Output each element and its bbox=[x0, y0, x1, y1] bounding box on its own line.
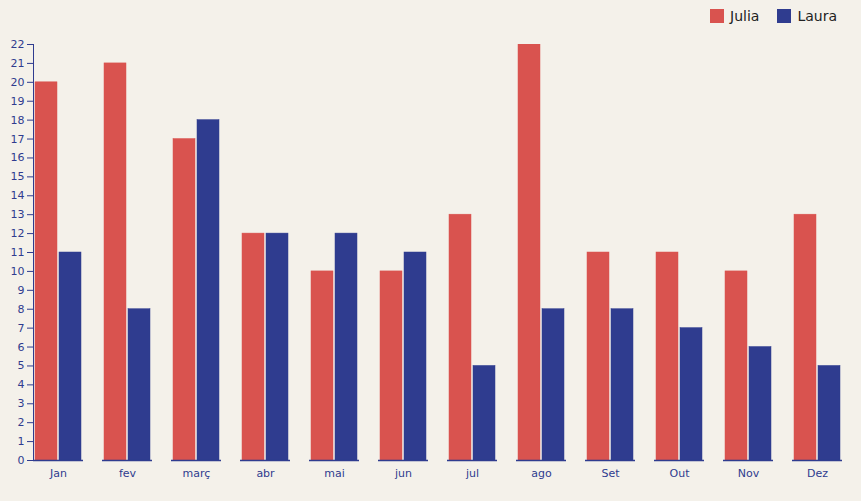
svg-text:1: 1 bbox=[18, 435, 25, 448]
svg-text:8: 8 bbox=[18, 303, 25, 316]
html-text:Laura: Laura bbox=[797, 8, 837, 24]
svg-text:9: 9 bbox=[18, 284, 25, 297]
svg-text:15: 15 bbox=[11, 170, 25, 183]
svg-text:jul: jul bbox=[465, 467, 479, 480]
svg-text:abr: abr bbox=[256, 467, 275, 480]
svg-text:5: 5 bbox=[18, 359, 25, 372]
svg-text:Out: Out bbox=[670, 467, 691, 480]
svg-text:11: 11 bbox=[11, 246, 25, 259]
svg-text:Dez: Dez bbox=[807, 467, 828, 480]
svg-text:7: 7 bbox=[18, 322, 25, 335]
svg-text:14: 14 bbox=[11, 189, 25, 202]
svg-text:19: 19 bbox=[11, 95, 25, 108]
svg-text:13: 13 bbox=[11, 208, 25, 221]
svg-text:3: 3 bbox=[18, 397, 25, 410]
svg-text:fev: fev bbox=[119, 467, 137, 480]
svg-text:jun: jun bbox=[394, 467, 412, 480]
svg-text:ago: ago bbox=[531, 467, 552, 480]
svg-text:21: 21 bbox=[11, 57, 25, 70]
svg-text:6: 6 bbox=[18, 341, 25, 354]
svg-text:10: 10 bbox=[11, 265, 25, 278]
svg-text:17: 17 bbox=[11, 133, 25, 146]
html-text:Julia: Julia bbox=[730, 8, 760, 24]
svg-text:18: 18 bbox=[11, 114, 25, 127]
svg-text:0: 0 bbox=[18, 454, 25, 467]
svg-text:2: 2 bbox=[18, 416, 25, 429]
svg-text:16: 16 bbox=[11, 151, 25, 164]
svg-text:22: 22 bbox=[11, 38, 25, 51]
svg-text:Jan: Jan bbox=[49, 467, 67, 480]
svg-text:12: 12 bbox=[11, 227, 25, 240]
svg-text:Set: Set bbox=[601, 467, 620, 480]
svg-text:març: març bbox=[183, 467, 211, 480]
svg-text:4: 4 bbox=[18, 378, 25, 391]
svg-text:mai: mai bbox=[324, 467, 345, 480]
svg-text:20: 20 bbox=[11, 76, 25, 89]
svg-text:Nov: Nov bbox=[738, 467, 760, 480]
